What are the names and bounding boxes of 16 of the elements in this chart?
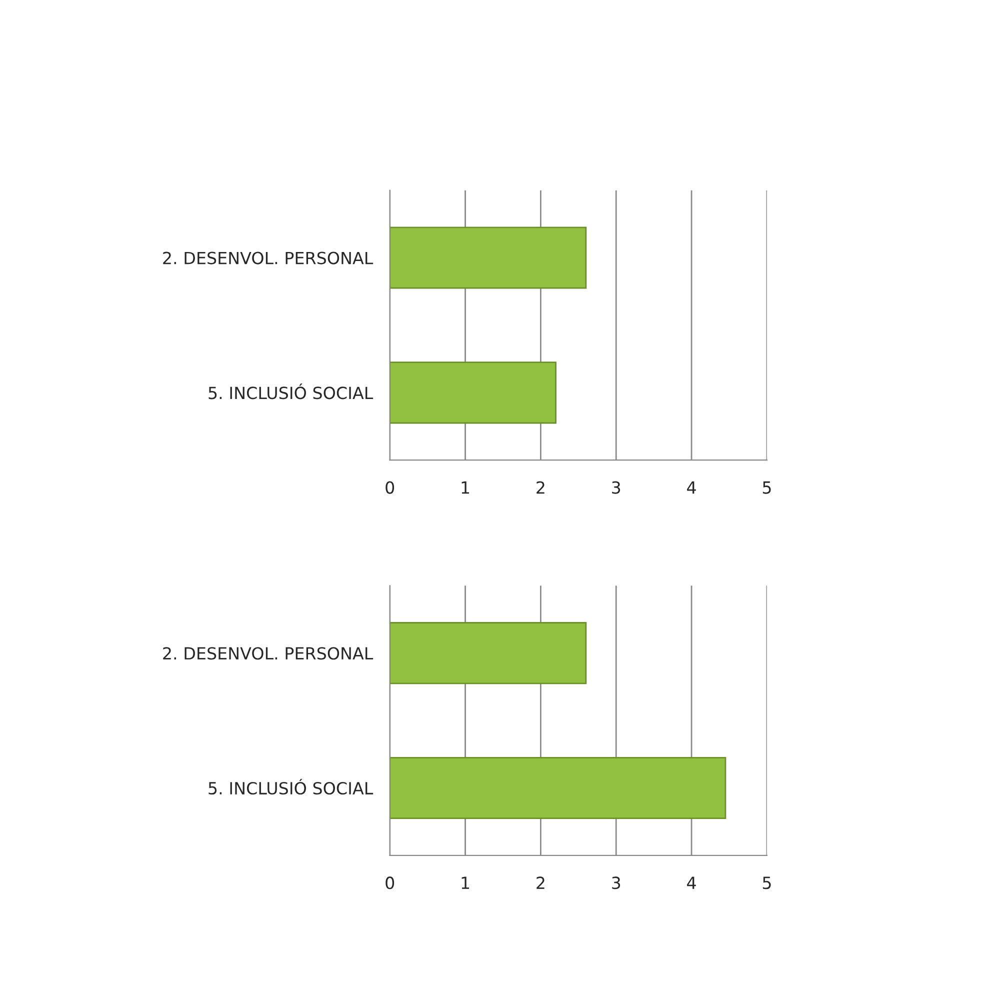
x-tick-label: 3 (612, 876, 620, 890)
y-tick-label: 2. DESENVOL. PERSONAL (163, 252, 374, 264)
x-tick-label: 5 (762, 876, 771, 890)
x-tick-label: 1 (462, 876, 470, 889)
x-tick-label: 4 (687, 481, 696, 494)
x-tick-label: 2 (536, 876, 544, 889)
x-tick-label: 4 (687, 876, 696, 889)
x-tick-label: 0 (386, 481, 394, 494)
y-tick-label: 5. INCLUSIÓ SOCIAL (208, 384, 374, 400)
y-tick-label: 5. INCLUSIÓ SOCIAL (208, 778, 374, 795)
y-tick-label: 2. DESENVOL. PERSONAL (163, 647, 374, 660)
x-tick-label: 5 (762, 481, 771, 494)
x-tick-label: 1 (462, 481, 470, 494)
x-tick-label: 0 (386, 876, 394, 890)
x-tick-label: 3 (612, 481, 620, 494)
x-tick-label: 2 (536, 481, 544, 494)
